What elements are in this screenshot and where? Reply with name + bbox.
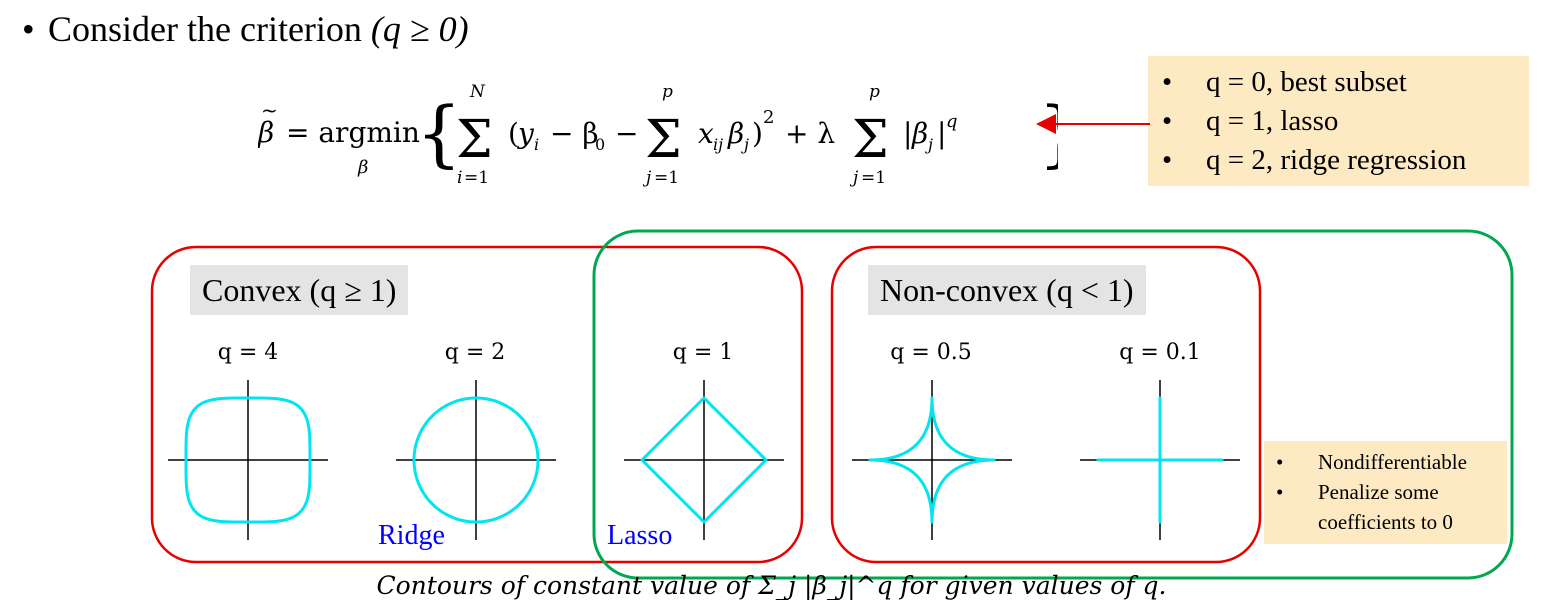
svg-text:N: N [469,82,486,102]
criterion-condition: (q ≥ 0) [370,9,469,49]
svg-text:=1: =1 [861,168,886,188]
contour-q2 [412,396,540,524]
lasso-notes-box: Nondifferentiable Penalize some coeffici… [1264,441,1507,544]
svg-text:=1: =1 [654,168,679,188]
q-note-item: q = 2, ridge regression [1148,141,1529,180]
q-note-item: q = 1, lasso [1148,102,1529,141]
nonconvex-label-text: Non-convex (q < 1) [880,272,1134,308]
contour-q01 [1096,396,1224,524]
svg-text:): ) [752,117,763,150]
criterion-heading: • Consider the criterion (q ≥ 0) [22,8,469,50]
contour-q4 [184,396,312,524]
q-notes-box: q = 0, best subset q = 1, lasso q = 2, r… [1148,56,1529,186]
svg-text:=1: =1 [464,168,489,188]
q-note-text: q = 1, lasso [1206,105,1339,137]
lasso-note-item: Penalize some coefficients to 0 [1264,477,1507,537]
svg-text:q: q [946,111,958,132]
svg-text:β: β [258,116,274,149]
q-note-text: q = 0, best subset [1206,66,1407,98]
lasso-note-text: Penalize some coefficients to 0 [1318,480,1453,534]
svg-text:j: j [642,168,652,188]
svg-text:β: β [911,117,928,150]
svg-text:(: ( [508,117,519,150]
q-note-text: q = 2, ridge regression [1206,144,1467,176]
lasso-label: Lasso [607,520,673,551]
nonconvex-label: Non-convex (q < 1) [868,265,1146,315]
figure-caption: Contours of constant value of Σ_j |β_j|^… [376,571,1167,600]
svg-text:− β: − β [550,117,599,150]
nonconvex-frame [830,245,1262,564]
lasso-note-text: Nondifferentiable [1318,450,1467,474]
convex-label-text: Convex (q ≥ 1) [202,272,397,308]
svg-text:Σ: Σ [852,110,889,170]
svg-text:= argmin: = argmin [286,116,420,149]
bullet-glyph: • [22,9,35,49]
svg-text:0: 0 [595,135,605,154]
plot-label-q2: q = 2 [444,340,506,365]
svg-text:i: i [457,168,462,188]
svg-text:ij: ij [713,135,723,154]
svg-text:p: p [869,82,880,102]
svg-text:j: j [741,135,749,154]
svg-text:~: ~ [261,98,278,122]
svg-text:|: | [903,117,912,150]
lasso-note-item: Nondifferentiable [1264,447,1507,477]
contour-q1 [640,396,768,524]
contour-q05 [868,396,996,524]
svg-text:|: | [937,117,946,150]
svg-text:{: { [416,91,462,175]
plot-label-q01: q = 0.1 [1119,340,1201,365]
svg-text:x: x [698,117,714,150]
convex-frame [150,245,804,564]
svg-text:j: j [849,168,859,188]
q-note-item: q = 0, best subset [1148,63,1529,102]
convex-label: Convex (q ≥ 1) [190,265,409,315]
criterion-lead-text: Consider the criterion [48,9,371,49]
ridge-label: Ridge [378,520,445,551]
svg-text:−: − [615,117,638,150]
plot-label-q05: q = 0.5 [890,340,972,365]
svg-text:i: i [534,135,539,154]
svg-text:y: y [516,117,535,150]
svg-text:2: 2 [763,107,774,128]
svg-text:Σ: Σ [645,110,682,170]
plot-label-q4: q = 4 [217,340,279,365]
svg-text:+ λ: + λ [785,117,835,150]
svg-text:p: p [662,82,673,102]
sparse-frame [592,229,1514,580]
svg-text:Σ: Σ [456,110,493,170]
svg-text:β: β [727,117,744,150]
svg-text:β: β [357,157,368,178]
plot-label-q1: q = 1 [672,340,734,365]
svg-text:j: j [925,135,933,154]
